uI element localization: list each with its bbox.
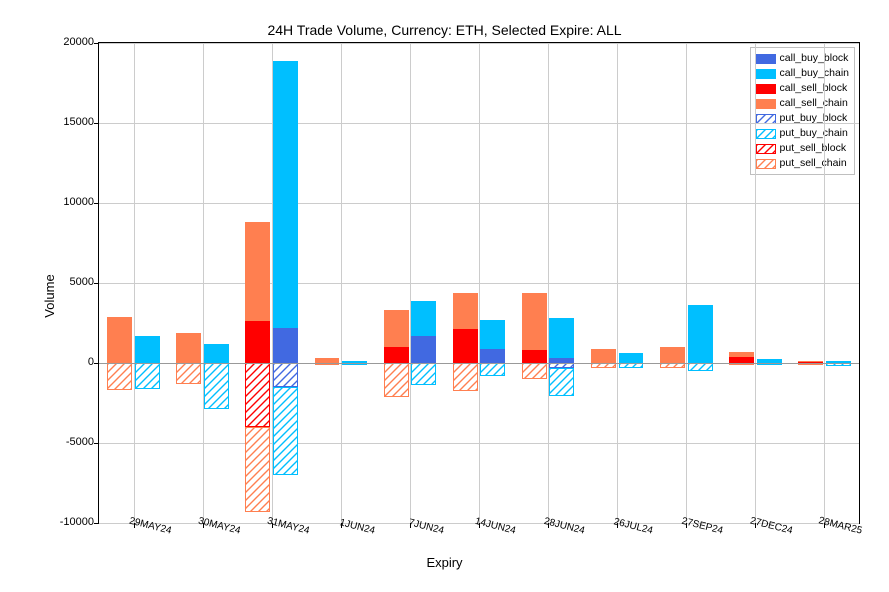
gridline-v	[134, 43, 135, 523]
x-axis-label: Expiry	[20, 555, 869, 570]
bar-call_sell_chain	[660, 347, 685, 363]
ytick-label: -10000	[34, 516, 94, 528]
ytick-label: 10000	[34, 196, 94, 208]
bar-call_buy_chain	[273, 61, 298, 328]
ytick-label: -5000	[34, 436, 94, 448]
legend-label: call_sell_block	[780, 81, 848, 96]
bar-call_sell_block	[453, 329, 478, 363]
bar-put_sell_chain	[245, 427, 270, 512]
gridline-v	[341, 43, 342, 523]
chart-title: 24H Trade Volume, Currency: ETH, Selecte…	[20, 22, 869, 38]
bar-put_sell_chain	[107, 363, 132, 390]
legend-item-call_buy_chain: call_buy_chain	[756, 66, 849, 81]
legend-swatch	[756, 129, 776, 139]
gridline-v	[617, 43, 618, 523]
ytick-mark	[94, 203, 99, 204]
bar-put_buy_chain	[688, 363, 713, 371]
bar-call_sell_chain	[245, 222, 270, 321]
ytick-mark	[94, 123, 99, 124]
bar-call_sell_block	[522, 350, 547, 363]
bar-put_buy_chain	[411, 363, 436, 385]
bar-call_sell_block	[245, 321, 270, 363]
ytick-label: 15000	[34, 116, 94, 128]
legend-swatch	[756, 84, 776, 94]
legend-swatch	[756, 144, 776, 154]
legend-item-call_buy_block: call_buy_block	[756, 51, 849, 66]
legend-swatch	[756, 54, 776, 64]
legend-item-put_sell_chain: put_sell_chain	[756, 156, 849, 171]
gridline-v	[755, 43, 756, 523]
bar-put_sell_chain	[384, 363, 409, 397]
bar-put_buy_chain	[135, 363, 160, 389]
legend-item-put_buy_chain: put_buy_chain	[756, 126, 849, 141]
legend-label: call_buy_chain	[780, 66, 849, 81]
gridline-v	[686, 43, 687, 523]
bar-call_buy_chain	[619, 353, 644, 363]
legend-label: put_sell_chain	[780, 156, 847, 171]
legend-item-put_sell_block: put_sell_block	[756, 141, 849, 156]
ytick-mark	[94, 283, 99, 284]
ytick-mark	[94, 523, 99, 524]
bar-call_buy_block	[273, 328, 298, 363]
bar-call_buy_chain	[549, 318, 574, 358]
gridline-v	[203, 43, 204, 523]
ytick-label: 20000	[34, 36, 94, 48]
legend-label: call_sell_chain	[780, 96, 848, 111]
bar-call_buy_chain	[411, 301, 436, 336]
bar-put_buy_chain	[204, 363, 229, 409]
legend: call_buy_blockcall_buy_chaincall_sell_bl…	[750, 47, 855, 175]
bar-put_buy_chain	[273, 387, 298, 475]
bar-call_sell_chain	[176, 333, 201, 363]
bar-put_sell_chain	[453, 363, 478, 391]
legend-label: call_buy_block	[780, 51, 849, 66]
ytick-mark	[94, 443, 99, 444]
ytick-label: 0	[34, 356, 94, 368]
bar-call_buy_chain	[480, 320, 505, 349]
bar-call_sell_chain	[729, 352, 754, 357]
bar-put_buy_chain	[480, 363, 505, 376]
ytick-mark	[94, 43, 99, 44]
bar-call_buy_chain	[135, 336, 160, 363]
gridline-v	[479, 43, 480, 523]
bar-put_sell_block	[245, 363, 270, 427]
legend-label: put_buy_chain	[780, 126, 848, 141]
bar-call_buy_chain	[688, 305, 713, 363]
bar-call_sell_chain	[453, 293, 478, 329]
zero-line	[99, 363, 859, 364]
legend-item-call_sell_block: call_sell_block	[756, 81, 849, 96]
legend-swatch	[756, 99, 776, 109]
bar-call_sell_chain	[522, 293, 547, 351]
legend-label: put_sell_block	[780, 141, 847, 156]
legend-swatch	[756, 69, 776, 79]
bar-put_sell_chain	[176, 363, 201, 384]
gridline-v	[410, 43, 411, 523]
gridline-v	[824, 43, 825, 523]
legend-item-call_sell_chain: call_sell_chain	[756, 96, 849, 111]
bar-put_buy_chain	[549, 368, 574, 396]
ytick-label: 5000	[34, 276, 94, 288]
bar-call_sell_chain	[591, 349, 616, 363]
bar-call_buy_block	[480, 349, 505, 363]
bar-put_sell_chain	[522, 363, 547, 379]
legend-swatch	[756, 114, 776, 124]
bar-call_buy_block	[411, 336, 436, 363]
plot-area: call_buy_blockcall_buy_chaincall_sell_bl…	[98, 42, 860, 524]
bar-call_sell_chain	[798, 361, 823, 363]
bar-call_sell_chain	[107, 317, 132, 363]
gridline-v	[548, 43, 549, 523]
chart-container: 24H Trade Volume, Currency: ETH, Selecte…	[20, 20, 869, 572]
bar-put_buy_block	[273, 363, 298, 387]
bar-call_sell_chain	[384, 310, 409, 347]
bar-call_sell_block	[384, 347, 409, 363]
legend-swatch	[756, 159, 776, 169]
bar-call_buy_chain	[204, 344, 229, 363]
